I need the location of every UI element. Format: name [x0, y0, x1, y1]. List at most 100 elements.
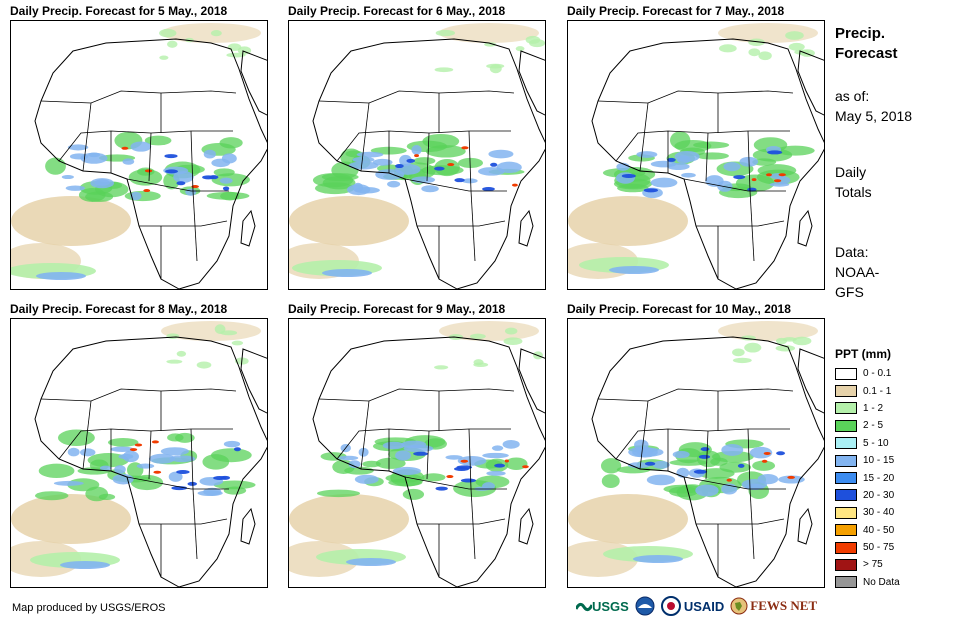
precip-area [785, 31, 804, 40]
legend-item: 2 - 5 [835, 417, 955, 434]
legend-item: 5 - 10 [835, 435, 955, 452]
precip-area [494, 463, 506, 468]
precip-area [718, 321, 818, 341]
legend-swatch [835, 402, 857, 415]
fewsnet-logo-text: FEWS NET [750, 598, 818, 613]
precip-area [478, 167, 505, 176]
country-border [683, 476, 786, 490]
legend-item: 50 - 75 [835, 539, 955, 556]
as-of-date: May 5, 2018 [835, 108, 913, 124]
precip-area [413, 157, 436, 165]
country-border [192, 190, 198, 262]
precip-area [763, 451, 771, 455]
precip-area [752, 460, 776, 471]
precip-area [469, 333, 486, 340]
precip-area [211, 158, 231, 168]
legend-label: > 75 [863, 559, 883, 571]
precip-area [439, 23, 539, 43]
precip-area [168, 471, 183, 482]
precip-area [11, 196, 131, 246]
country-border [58, 130, 233, 162]
legend-item: 10 - 15 [835, 452, 955, 469]
precip-area [153, 470, 162, 474]
legend: PPT (mm) 0 - 0.1 0.1 - 1 1 - 2 2 - 5 5 - 10 1… [835, 347, 955, 591]
precip-area [176, 470, 190, 475]
precip-area [749, 446, 773, 459]
precip-area [57, 429, 95, 446]
precip-area [202, 175, 215, 180]
precip-area [171, 486, 188, 491]
legend-item: 20 - 30 [835, 487, 955, 504]
panel-title: Daily Precip. Forecast for 5 May., 2018 [10, 4, 228, 18]
country-border [696, 220, 785, 227]
precip-area [525, 35, 541, 44]
precip-area [751, 178, 757, 182]
precip-area [482, 482, 495, 491]
precip-area [354, 474, 379, 484]
data-line1: Data: [835, 244, 869, 260]
precip-area [752, 158, 777, 166]
precip-area [782, 337, 797, 342]
precip-area [36, 272, 86, 280]
country-border [190, 130, 194, 192]
legend-label: 2 - 5 [863, 420, 884, 432]
precip-area [681, 172, 696, 178]
precip-area [568, 494, 688, 544]
precip-area [406, 158, 416, 163]
precip-area [173, 171, 194, 183]
precip-area [698, 454, 711, 459]
precip-area [392, 466, 421, 476]
precip-area [134, 443, 143, 447]
country-border [126, 476, 229, 490]
precip-area [210, 448, 252, 463]
precip-area [723, 162, 741, 172]
precip-area [505, 457, 528, 471]
country-border [318, 90, 515, 104]
precip-area [223, 486, 247, 495]
precip-area [122, 158, 135, 165]
precip-area [175, 432, 195, 443]
map-credit: Map produced by USGS/EROS [12, 602, 166, 614]
totals-block: Daily Totals [835, 162, 872, 202]
precip-area [107, 437, 139, 447]
precip-area [776, 451, 786, 456]
precip-area [718, 44, 737, 53]
country-border [639, 400, 649, 470]
precip-area [233, 447, 241, 452]
country-border [470, 190, 476, 262]
precip-area [213, 480, 256, 490]
precip-area [718, 23, 818, 43]
precip-area [110, 446, 135, 452]
country-border [40, 90, 237, 104]
country-border [426, 132, 430, 182]
arabia-coastline [518, 348, 545, 414]
data-line2: NOAA- [835, 264, 880, 280]
country-border [82, 400, 92, 470]
country-border [148, 132, 152, 182]
precip-area [354, 187, 380, 194]
country-border [318, 388, 515, 402]
precip-area [461, 146, 469, 150]
africa-coastline [591, 38, 824, 289]
country-border [468, 130, 472, 192]
country-border [139, 518, 228, 525]
precip-area [633, 555, 683, 563]
arabia-coastline [240, 50, 267, 116]
legend-swatch [835, 437, 857, 450]
precip-map [288, 318, 546, 588]
precip-area [744, 342, 762, 353]
precip-area [769, 182, 790, 187]
precip-area [399, 154, 412, 167]
country-border [683, 178, 786, 192]
precip-area [512, 183, 518, 187]
usgs-logo: USGS [576, 599, 629, 614]
precip-area [460, 478, 477, 483]
precip-area [674, 150, 700, 163]
precip-area [346, 558, 396, 566]
precip-area [222, 186, 230, 191]
precip-area [356, 151, 384, 158]
country-border [615, 130, 790, 162]
precip-area [646, 474, 676, 486]
usgs-wave-icon [576, 602, 592, 612]
precip-area [161, 321, 261, 341]
